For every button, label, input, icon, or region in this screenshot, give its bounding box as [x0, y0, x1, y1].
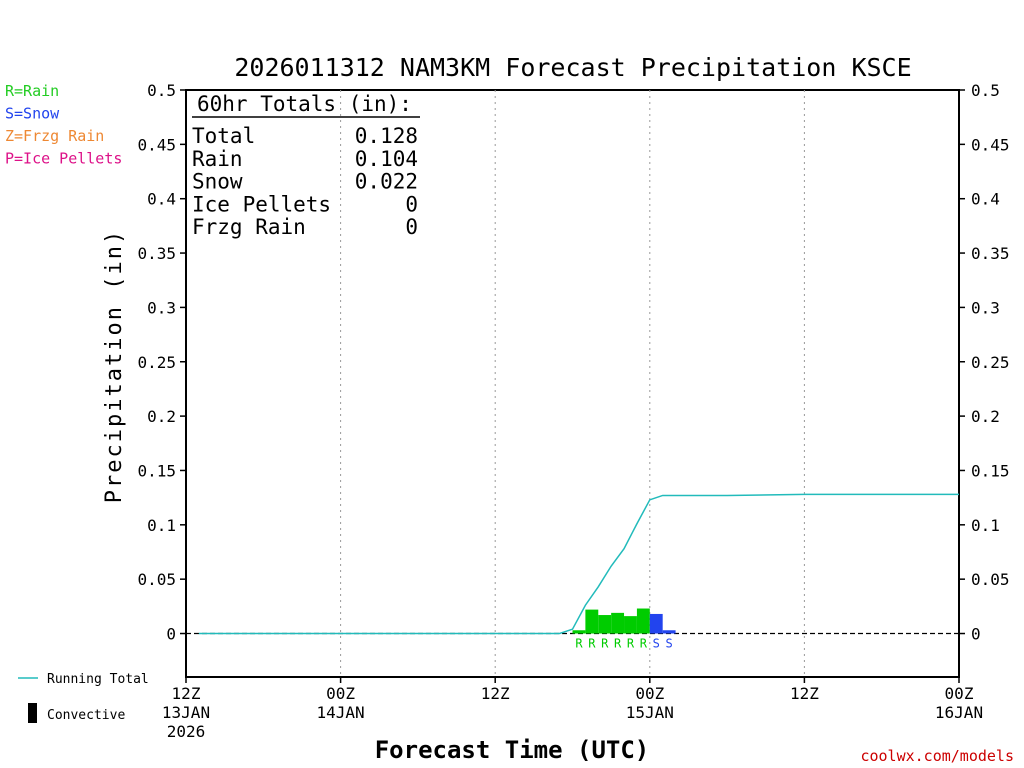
y-tick-label: 0.25: [137, 353, 176, 372]
y-axis-right: 0 0.05 0.1 0.15 0.2 0.25 0.3 0.35 0.4 0.45 0.5: [959, 81, 1010, 644]
x-tick-label: 14JAN: [317, 703, 365, 722]
y-tick-label-right: 0.1: [971, 516, 1000, 535]
y-tick-label-right: 0.15: [971, 461, 1010, 480]
y-tick-label-right: 0.05: [971, 570, 1010, 589]
type-letter: R: [601, 637, 609, 651]
convective-legend-swatch: [28, 703, 37, 723]
chart-title: 2026011312 NAM3KM Forecast Precipitation…: [234, 53, 911, 82]
x-tick-label: 00Z: [326, 684, 355, 703]
totals-row-label: Snow: [192, 170, 243, 194]
precip-bar: [636, 608, 650, 634]
totals-row-value: 0.022: [355, 170, 418, 194]
type-letter: R: [614, 637, 622, 651]
x-tick-label: 16JAN: [935, 703, 983, 722]
type-letter: R: [588, 637, 596, 651]
y-tick-label: 0: [166, 625, 176, 644]
x-tick-label: 00Z: [945, 684, 974, 703]
y-tick-label: 0.1: [147, 516, 176, 535]
y-tick-label-right: 0.2: [971, 407, 1000, 426]
type-legend-item: Z=Frzg Rain: [5, 127, 104, 145]
precip-bar: [662, 630, 676, 634]
y-tick-label: 0.5: [147, 81, 176, 100]
convective-legend-label: Convective: [47, 708, 125, 723]
running-total-line: [198, 493, 959, 635]
totals-row-label: Rain: [192, 147, 243, 171]
y-tick-label-right: 0.5: [971, 81, 1000, 100]
type-legend-item: R=Rain: [5, 82, 59, 100]
type-letter: R: [640, 637, 648, 651]
x-tick-label: 12Z: [481, 684, 510, 703]
y-tick-label: 0.05: [137, 570, 176, 589]
x-tick-label: 2026: [167, 722, 206, 741]
totals-row-value: 0: [405, 192, 418, 216]
x-tick-label: 12Z: [172, 684, 201, 703]
y-tick-label: 0.4: [147, 190, 176, 209]
x-axis-label: Forecast Time (UTC): [375, 736, 650, 764]
precip-bar: [649, 613, 663, 634]
running-total-legend-label: Running Total: [47, 672, 149, 687]
type-letter: R: [627, 637, 635, 651]
y-tick-label: 0.2: [147, 407, 176, 426]
credit-text: coolwx.com/models: [860, 747, 1014, 765]
y-tick-label: 0.45: [137, 135, 176, 154]
totals-row-value: 0.128: [355, 124, 418, 148]
totals-row-label: Frzg Rain: [192, 215, 306, 239]
totals-box: 60hr Totals (in): Total 0.128 Rain 0.104 Sno…: [192, 92, 420, 239]
y-tick-label: 0.3: [147, 298, 176, 317]
y-tick-label-right: 0.25: [971, 353, 1010, 372]
precip-bars: [572, 608, 676, 634]
type-legend-item: P=Ice Pellets: [5, 150, 122, 168]
y-tick-label: 0.15: [137, 461, 176, 480]
series-legend: Running Total Convective: [18, 672, 149, 723]
precip-bar: [611, 612, 625, 634]
totals-row-label: Total: [192, 124, 255, 148]
y-tick-label: 0.35: [137, 244, 176, 263]
y-tick-label-right: 0.3: [971, 298, 1000, 317]
precip-bar: [585, 609, 599, 634]
x-tick-label: 12Z: [790, 684, 819, 703]
precip-type-legend: R=Rain S=Snow Z=Frzg Rain P=Ice Pellets: [5, 82, 122, 168]
y-axis-label: Precipitation (in): [102, 229, 127, 503]
y-axis-left: 0 0.05 0.1 0.15 0.2 0.25 0.3 0.35 0.4 0.45 0.5: [137, 81, 186, 644]
y-tick-label-right: 0.4: [971, 190, 1000, 209]
precip-bar: [598, 615, 612, 634]
y-tick-label-right: 0.45: [971, 135, 1010, 154]
x-tick-label: 13JAN: [162, 703, 210, 722]
type-letter: S: [666, 637, 673, 651]
totals-header: 60hr Totals (in):: [197, 92, 412, 116]
plot-frame: [185, 89, 960, 678]
type-letter: S: [653, 637, 660, 651]
totals-row-label: Ice Pellets: [192, 192, 331, 216]
x-tick-label: 15JAN: [626, 703, 674, 722]
precip-bar: [572, 630, 586, 634]
x-tick-label: 00Z: [635, 684, 664, 703]
vertical-gridlines: [340, 90, 805, 677]
totals-row-value: 0.104: [355, 147, 418, 171]
precip-bar: [624, 616, 637, 634]
type-legend-item: S=Snow: [5, 105, 60, 123]
y-tick-label-right: 0: [971, 625, 981, 644]
totals-row-value: 0: [405, 215, 418, 239]
type-letter: R: [575, 637, 583, 651]
y-tick-label-right: 0.35: [971, 244, 1010, 263]
